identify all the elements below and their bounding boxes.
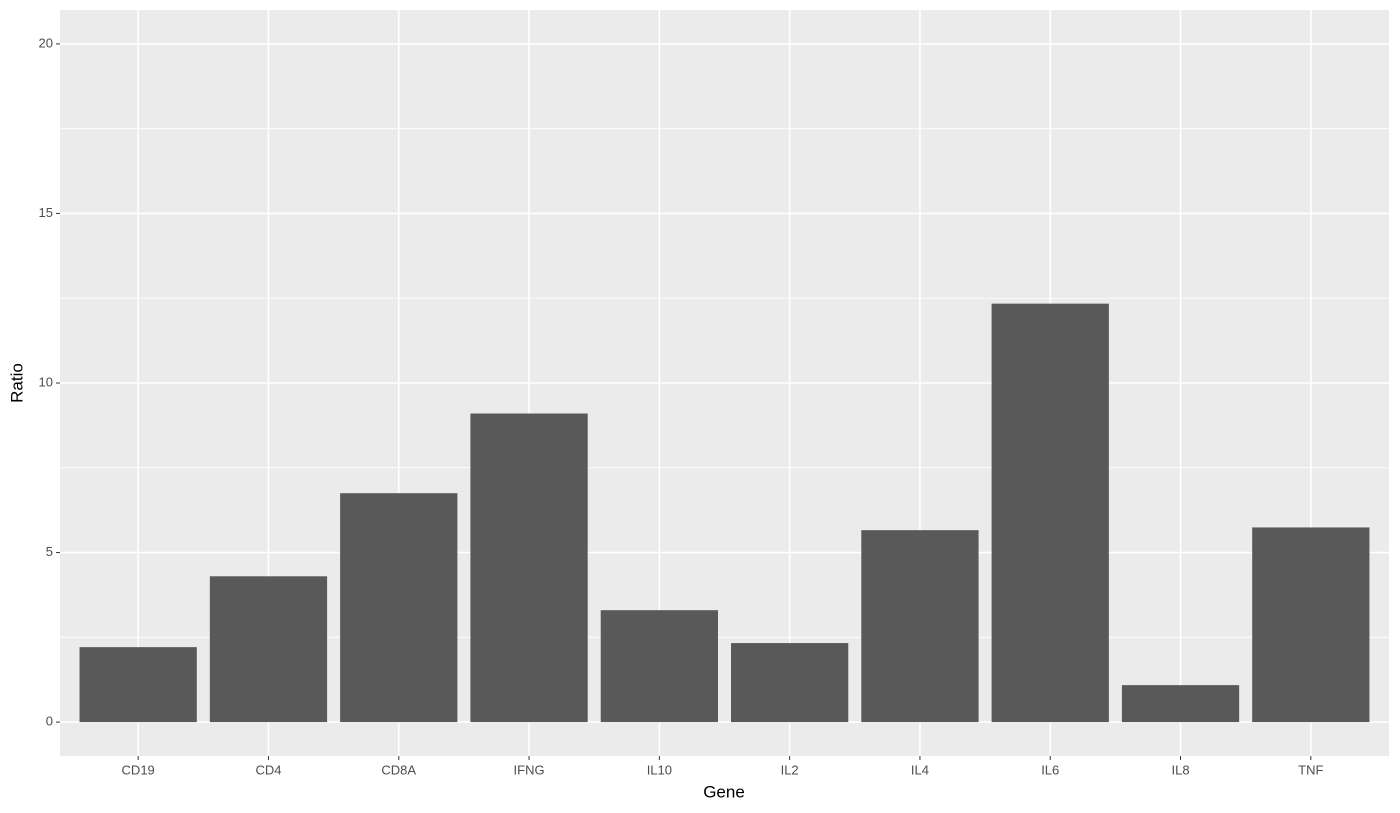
x-axis-title: Gene bbox=[703, 782, 745, 801]
y-tick-label: 5 bbox=[46, 544, 53, 559]
bar bbox=[1121, 685, 1240, 723]
x-tick-label: CD4 bbox=[255, 762, 281, 777]
x-tick-label: IL2 bbox=[781, 762, 799, 777]
x-tick-label: IL4 bbox=[911, 762, 929, 777]
x-tick-label: TNF bbox=[1298, 762, 1323, 777]
bar bbox=[1252, 527, 1370, 723]
x-tick-label: IL8 bbox=[1171, 762, 1189, 777]
x-tick-label: CD8A bbox=[381, 762, 416, 777]
x-tick-label: IL6 bbox=[1041, 762, 1059, 777]
y-tick-label: 10 bbox=[39, 374, 53, 389]
x-tick-label: IL10 bbox=[647, 762, 672, 777]
y-tick-label: 0 bbox=[46, 714, 53, 729]
bar bbox=[731, 643, 849, 723]
bar bbox=[861, 530, 979, 723]
y-tick-label: 20 bbox=[39, 35, 53, 50]
bar bbox=[79, 647, 197, 723]
y-tick-label: 15 bbox=[39, 205, 53, 220]
bar bbox=[340, 493, 458, 723]
bar bbox=[991, 303, 1109, 723]
y-axis-title: Ratio bbox=[7, 363, 26, 403]
bar bbox=[470, 413, 588, 723]
x-tick-label: CD19 bbox=[122, 762, 155, 777]
x-tick-label: IFNG bbox=[514, 762, 545, 777]
bar bbox=[600, 610, 718, 723]
bar bbox=[209, 576, 328, 723]
